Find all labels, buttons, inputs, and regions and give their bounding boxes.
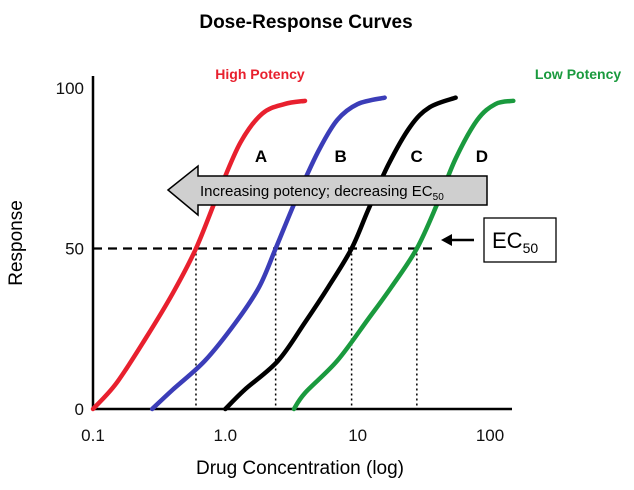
- ec50-callout: EC50: [441, 217, 557, 263]
- ec50-box: [483, 217, 557, 263]
- curve-labels: A B C D: [255, 147, 488, 166]
- chart-title: Dose-Response Curves: [199, 12, 412, 33]
- y-tick-label: 50: [65, 240, 84, 259]
- tick-labels: 0.1 1.0 10 100 0 50 100: [56, 79, 505, 445]
- curve-a: [90, 98, 308, 412]
- x-tick-label: 0.1: [81, 426, 105, 445]
- x-axis-label: Drug Concentration (log): [196, 458, 404, 479]
- y-tick-label: 100: [56, 79, 84, 98]
- y-tick-label: 0: [75, 400, 84, 419]
- x-tick-label: 10: [348, 426, 367, 445]
- curve-label-b: B: [335, 147, 347, 166]
- potency-arrow: Increasing potency; decreasing EC50: [166, 164, 488, 217]
- arrow-text: Increasing potency; decreasing EC50: [200, 183, 444, 203]
- x-tick-label: 1.0: [214, 426, 238, 445]
- curves: [90, 95, 516, 412]
- left-arrow-shape: [166, 164, 488, 217]
- callout-arrow-head: [441, 234, 452, 246]
- curve-d: [291, 98, 516, 412]
- curve-b: [149, 95, 387, 412]
- x-tick-label: 100: [476, 426, 504, 445]
- curve-label-c: C: [410, 147, 422, 166]
- reference-lines: [93, 247, 432, 409]
- high-potency-label: High Potency: [215, 66, 305, 82]
- curve-label-d: D: [476, 147, 488, 166]
- curve-c: [223, 95, 458, 412]
- ec50-label: EC50: [492, 228, 538, 256]
- axes: [91, 76, 512, 411]
- curve-label-a: A: [255, 147, 267, 166]
- y-axis-label: Response: [6, 200, 27, 286]
- low-potency-label: Low Potency: [535, 66, 622, 82]
